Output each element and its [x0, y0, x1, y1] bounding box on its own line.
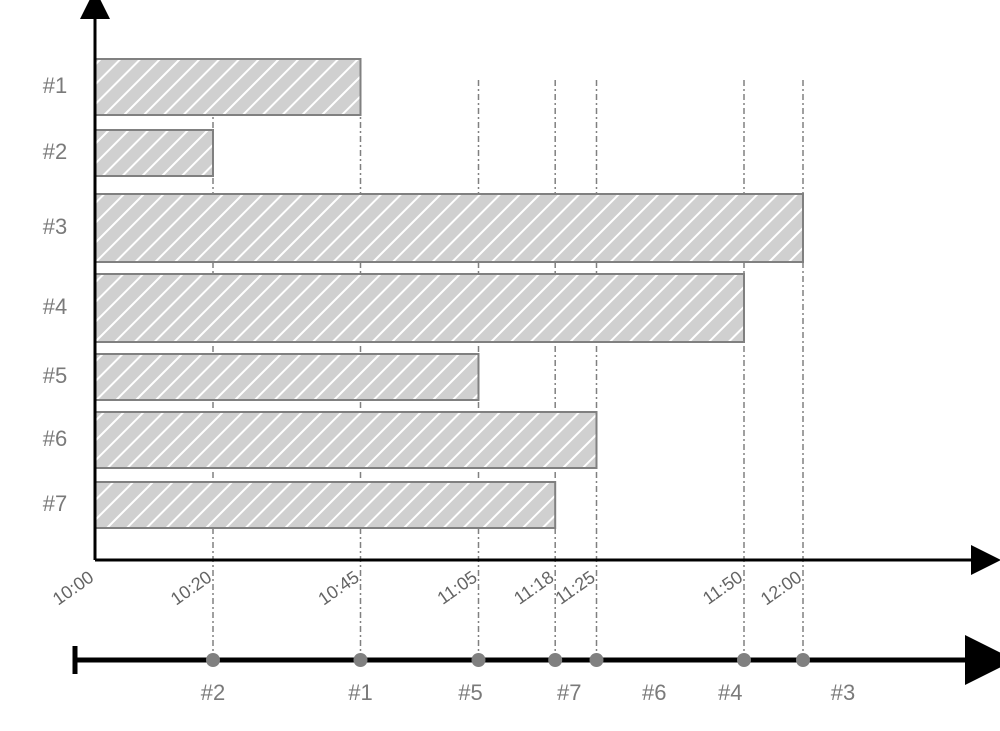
- x-tick-label: 10:20: [167, 567, 215, 609]
- timeline-label: #3: [831, 680, 855, 705]
- timeline-label: #6: [642, 680, 666, 705]
- bar-label: #3: [43, 214, 67, 239]
- x-tick-label: 10:45: [314, 567, 362, 609]
- timeline-dot: [548, 653, 562, 667]
- timeline-dot: [590, 653, 604, 667]
- bar: [95, 354, 479, 400]
- x-tick-label: 11:50: [699, 567, 746, 608]
- timeline-label: #7: [557, 680, 581, 705]
- timeline-label: #5: [458, 680, 482, 705]
- timeline-dot: [796, 653, 810, 667]
- timeline-dot: [472, 653, 486, 667]
- bar-label: #5: [43, 363, 67, 388]
- x-tick-label: 11:18: [510, 567, 557, 608]
- bar-label: #4: [43, 294, 67, 319]
- timeline-label: #4: [718, 680, 742, 705]
- bar: [95, 194, 803, 262]
- x-tick-label: 11:05: [434, 567, 481, 608]
- bar: [95, 59, 361, 115]
- timeline-label: #1: [348, 680, 372, 705]
- bar-label: #2: [43, 139, 67, 164]
- timeline-label: #2: [201, 680, 225, 705]
- timeline-dot: [206, 653, 220, 667]
- bar-label: #1: [43, 73, 67, 98]
- bar: [95, 412, 597, 468]
- bar-label: #7: [43, 491, 67, 516]
- x-tick-label: 11:25: [552, 567, 599, 608]
- x-tick-label: 10:00: [49, 567, 97, 609]
- bar: [95, 274, 744, 342]
- timeline-dot: [354, 653, 368, 667]
- timeline-dot: [737, 653, 751, 667]
- bar: [95, 482, 555, 528]
- x-tick-label: 12:00: [757, 567, 805, 609]
- bar: [95, 130, 213, 176]
- bar-label: #6: [43, 426, 67, 451]
